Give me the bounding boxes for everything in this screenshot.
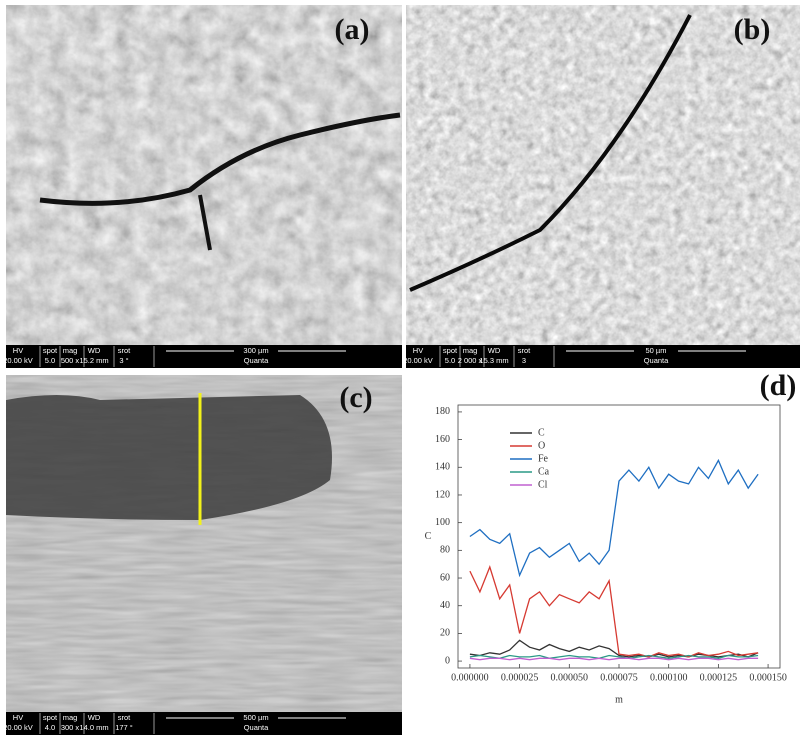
x-tick-label: 0.000075 <box>600 672 638 683</box>
x-tick-label: 0.000125 <box>700 672 738 683</box>
legend-label: Cl <box>538 479 548 490</box>
info-value: 5.0 <box>445 356 455 365</box>
legend-label: Fe <box>538 453 549 464</box>
info-header: srot <box>118 713 131 722</box>
info-value: 3 ° <box>119 356 128 365</box>
info-header: spot <box>443 346 458 355</box>
info-value: 20.00 kV <box>3 356 33 365</box>
info-header: spot <box>43 346 58 355</box>
panel-label: (a) <box>335 13 370 46</box>
scale-label: 50 µm <box>646 346 667 355</box>
info-header: mag <box>463 346 478 355</box>
info-header: WD <box>88 713 101 722</box>
y-tick-label: 180 <box>435 406 450 417</box>
info-value: 300 x <box>61 723 80 732</box>
legend-label: O <box>538 440 545 451</box>
info-value: 4.0 <box>45 723 55 732</box>
x-tick-label: 0.000100 <box>650 672 688 683</box>
x-tick-label: 0.000050 <box>551 672 589 683</box>
y-tick-label: 20 <box>440 628 450 639</box>
brand: Quanta <box>244 723 269 732</box>
info-value: 500 x <box>61 356 80 365</box>
y-tick-label: 40 <box>440 600 450 611</box>
info-header: mag <box>63 346 78 355</box>
series-line <box>470 567 758 657</box>
sem-image <box>406 5 800 345</box>
line-chart: (d) 0 20 40 60 80 100 120 140 160 180 0.000000 0.000… <box>425 369 797 705</box>
info-value: 20.00 kV <box>3 723 33 732</box>
info-value: 20.00 kV <box>403 356 433 365</box>
legend-label: C <box>538 427 545 438</box>
info-header: HV <box>13 346 23 355</box>
y-tick-label: 60 <box>440 572 450 583</box>
y-tick-label: 160 <box>435 434 450 445</box>
info-header: HV <box>13 713 23 722</box>
info-value: 3 <box>522 356 526 365</box>
series-line <box>470 658 758 659</box>
y-axis-label: C <box>425 531 432 542</box>
x-tick-label: 0.000025 <box>501 672 539 683</box>
scale-label: 300 µm <box>243 346 268 355</box>
info-value: 177 ° <box>115 723 133 732</box>
y-tick-label: 80 <box>440 545 450 556</box>
x-axis-label: m <box>615 694 623 705</box>
y-tick-label: 100 <box>435 517 450 528</box>
y-tick-label: 140 <box>435 462 450 473</box>
x-tick-label: 0.000150 <box>749 672 787 683</box>
brand: Quanta <box>644 356 669 365</box>
corrosion-layer <box>6 395 332 520</box>
info-header: srot <box>118 346 131 355</box>
figure: HV20.00 kVspot5.0mag500 xWD15.2 mmsrot3 … <box>0 0 806 738</box>
x-tick-label: 0.000000 <box>451 672 489 683</box>
info-header: HV <box>413 346 423 355</box>
y-tick-label: 120 <box>435 489 450 500</box>
panel-label: (d) <box>760 369 797 402</box>
legend-label: Ca <box>538 466 550 477</box>
panel-label: (c) <box>339 381 372 414</box>
info-header: WD <box>488 346 501 355</box>
info-header: WD <box>88 346 101 355</box>
scale-label: 500 µm <box>243 713 268 722</box>
info-header: spot <box>43 713 58 722</box>
y-tick-label: 0 <box>445 655 450 666</box>
info-header: mag <box>63 713 78 722</box>
info-header: srot <box>518 346 531 355</box>
panel-label: (b) <box>734 13 771 46</box>
series-line <box>470 460 758 575</box>
sem-image <box>6 5 402 345</box>
info-value: 5.0 <box>45 356 55 365</box>
brand: Quanta <box>244 356 269 365</box>
